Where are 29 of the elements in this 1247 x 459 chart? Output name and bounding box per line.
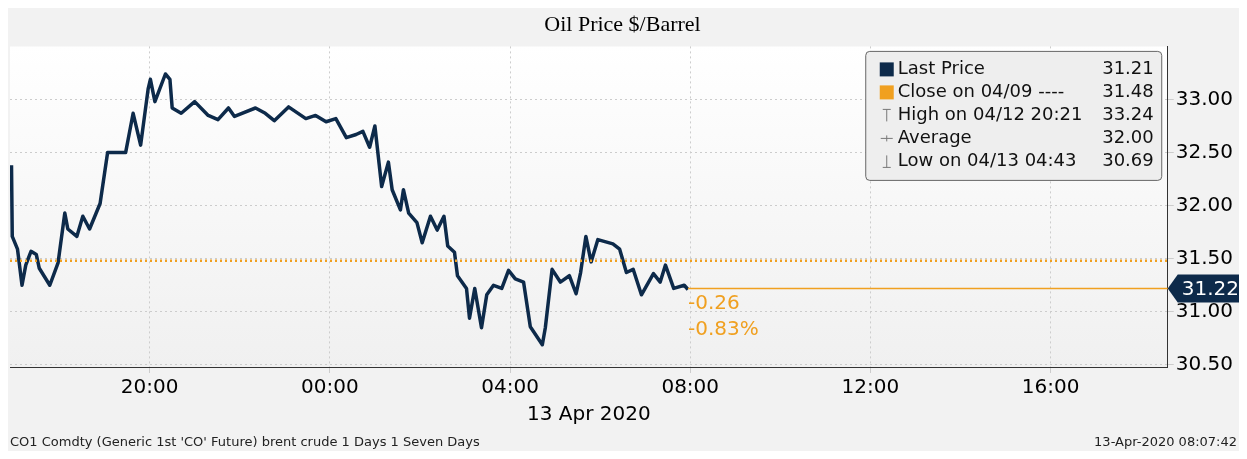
x-tick-label: 04:00: [481, 374, 539, 399]
x-tick-label: 16:00: [1021, 374, 1080, 399]
annotation: -0.83%: [687, 315, 759, 340]
annotation: Low on 04/13 04:43: [897, 149, 1077, 171]
x-tick-label: 20:00: [120, 374, 179, 399]
y-tick-label: 33.00: [1175, 85, 1234, 110]
legend-label: Last Price: [897, 57, 985, 79]
text: CO1 Comdty (Generic 1st 'CO' Future) brent crude 1 Days 1 Seven Days: [10, 433, 480, 449]
chart-title: Oil Price $/Barrel: [544, 10, 701, 36]
annotation: 31.21: [1102, 57, 1154, 79]
text: 13-Apr-2020 08:07:42: [1094, 433, 1237, 449]
legend-label: Close on 04/09 ----: [897, 80, 1065, 102]
annotation: -0.26: [687, 289, 740, 314]
y-tick-label: 32.50: [1175, 138, 1234, 163]
annotation: Average: [897, 126, 972, 148]
annotation: 33.24: [1102, 103, 1154, 125]
ref-line-label: 31.22: [1181, 275, 1240, 300]
x-tick-label: 00:00: [301, 374, 359, 399]
y-tick-label: 31.50: [1175, 244, 1234, 269]
annotation: 30.69: [1102, 149, 1154, 171]
annotation: High on 04/12 20:21: [897, 103, 1083, 125]
x-tick-label: 08:00: [661, 374, 720, 399]
y-tick-label: 30.50: [1175, 351, 1234, 376]
x-tick-label: 12:00: [841, 374, 900, 399]
y-tick-label: 31.00: [1175, 298, 1234, 322]
x-axis-title: 13 Apr 2020: [527, 401, 651, 426]
annotation: 31.48: [1102, 80, 1154, 102]
annotation: 32.00: [1102, 126, 1154, 148]
y-tick-label: 32.00: [1175, 191, 1234, 216]
